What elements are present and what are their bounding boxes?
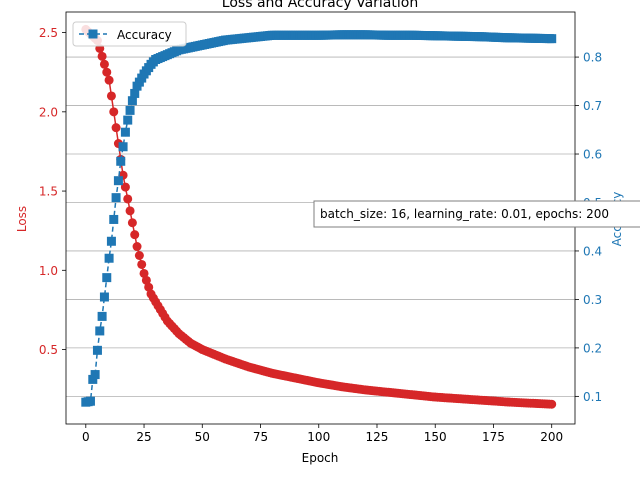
x-tick-label-7: 175 — [482, 430, 505, 444]
loss-point-10 — [104, 75, 114, 85]
series-layer — [81, 24, 557, 409]
loss-point-9 — [102, 67, 112, 77]
y-right-tick-label-3: 0.4 — [583, 244, 602, 258]
x-tick-label-1: 25 — [136, 430, 151, 444]
x-tick-label-5: 125 — [366, 430, 389, 444]
accuracy-series — [81, 30, 557, 407]
accuracy-point-10 — [104, 253, 114, 263]
y-right-tick-label-6: 0.7 — [583, 99, 602, 113]
x-tick-label-2: 50 — [195, 430, 210, 444]
y-right-tick-label-7: 0.8 — [583, 51, 602, 65]
accuracy-point-13 — [111, 193, 121, 203]
accuracy-point-11 — [106, 236, 116, 246]
x-tick-label-3: 75 — [253, 430, 268, 444]
x-tick-label-4: 100 — [307, 430, 330, 444]
accuracy-point-21 — [130, 88, 140, 98]
loss-point-19 — [125, 206, 135, 216]
x-axis-label: Epoch — [302, 451, 339, 465]
loss-point-8 — [99, 59, 109, 69]
loss-point-12 — [109, 107, 119, 117]
loss-point-21 — [130, 230, 140, 240]
loss-point-18 — [123, 194, 133, 204]
y-right-tick-label-1: 0.2 — [583, 341, 602, 355]
accuracy-point-15 — [116, 156, 126, 166]
accuracy-point-2 — [85, 396, 95, 406]
loss-point-200 — [547, 399, 557, 409]
chart-title: Loss and Accuracy Variation — [222, 0, 418, 11]
y-left-tick-label-3: 2.0 — [39, 105, 58, 119]
legend-marker-accuracy — [88, 29, 98, 39]
y-right-tick-label-5: 0.6 — [583, 148, 602, 162]
legend: Accuracy — [72, 21, 187, 47]
accuracy-point-7 — [97, 311, 107, 321]
loss-point-22 — [132, 242, 142, 252]
x-tick-label-8: 200 — [540, 430, 563, 444]
accuracy-point-6 — [95, 326, 105, 336]
loss-point-20 — [127, 218, 137, 228]
accuracy-point-14 — [113, 176, 123, 186]
y-left-tick-label-4: 2.5 — [39, 26, 58, 40]
accuracy-point-18 — [123, 115, 133, 125]
accuracy-point-8 — [99, 292, 109, 302]
accuracy-point-12 — [109, 214, 119, 224]
accuracy-point-3 — [88, 374, 98, 384]
accuracy-point-4 — [90, 370, 100, 380]
loss-point-24 — [137, 259, 147, 269]
x-tick-label-0: 0 — [82, 430, 90, 444]
loss-point-13 — [111, 123, 121, 133]
y-left-tick-label-0: 0.5 — [39, 343, 58, 357]
y-left-tick-label-1: 1.0 — [39, 264, 58, 278]
loss-point-25 — [139, 268, 149, 278]
x-tick-label-6: 150 — [424, 430, 447, 444]
y-axis-label-left: Loss — [15, 206, 29, 232]
legend-label-accuracy: Accuracy — [117, 28, 172, 42]
loss-point-23 — [134, 251, 144, 261]
loss-point-27 — [144, 282, 154, 292]
accuracy-point-19 — [125, 105, 135, 115]
y-right-tick-label-2: 0.3 — [583, 293, 602, 307]
accuracy-point-17 — [120, 127, 130, 137]
annotation-text: batch_size: 16, learning_rate: 0.01, epo… — [320, 207, 609, 221]
loss-point-26 — [141, 275, 151, 285]
y-left-tick-label-2: 1.5 — [39, 185, 58, 199]
accuracy-point-20 — [127, 96, 137, 106]
accuracy-point-5 — [92, 345, 102, 355]
loss-point-17 — [120, 182, 130, 192]
y-right-tick-label-0: 0.1 — [583, 390, 602, 404]
annotation-box: batch_size: 16, learning_rate: 0.01, epo… — [313, 200, 640, 228]
loss-point-11 — [106, 91, 116, 101]
accuracy-point-200 — [547, 34, 557, 44]
accuracy-point-16 — [118, 142, 128, 152]
accuracy-point-9 — [102, 273, 112, 283]
loss-point-7 — [97, 51, 107, 61]
